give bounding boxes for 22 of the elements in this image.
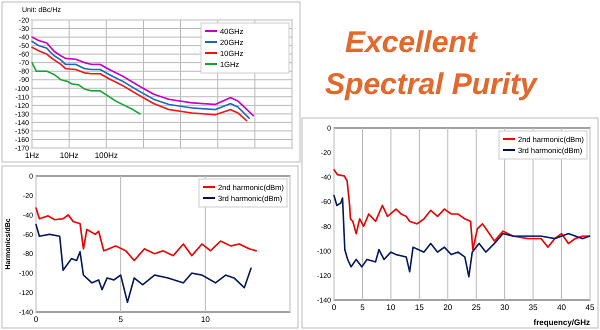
x-tick-label: 25: [472, 303, 482, 312]
x-tick-label: 10: [200, 315, 210, 324]
x-tick-label: 30: [500, 303, 510, 312]
x-axis-title: frequency/GHz: [534, 318, 590, 327]
text: Excellent Spectral Purity: [325, 26, 538, 101]
x-tick-label: 5: [118, 315, 124, 324]
x-tick-label: 0: [34, 315, 39, 324]
line-series: [35, 207, 257, 262]
x-tick-label: 1Hz: [24, 151, 40, 160]
x-tick-label: 15: [414, 303, 424, 312]
x-tick-label: 0: [332, 303, 337, 312]
x-tick-label: 10: [386, 303, 396, 312]
x-tick-label: 35: [528, 303, 538, 312]
x-tick-label: 45: [586, 303, 595, 312]
x-tick-label: 5: [360, 303, 366, 312]
x-tick-label: 20: [443, 303, 453, 312]
x-tick-label: 40: [557, 303, 567, 312]
x-tick-label: 100Hz: [94, 151, 118, 160]
x-tick-label: 10Hz: [60, 151, 78, 160]
line-series: [333, 168, 590, 250]
line-series: [35, 224, 252, 304]
line-series: [333, 194, 590, 278]
